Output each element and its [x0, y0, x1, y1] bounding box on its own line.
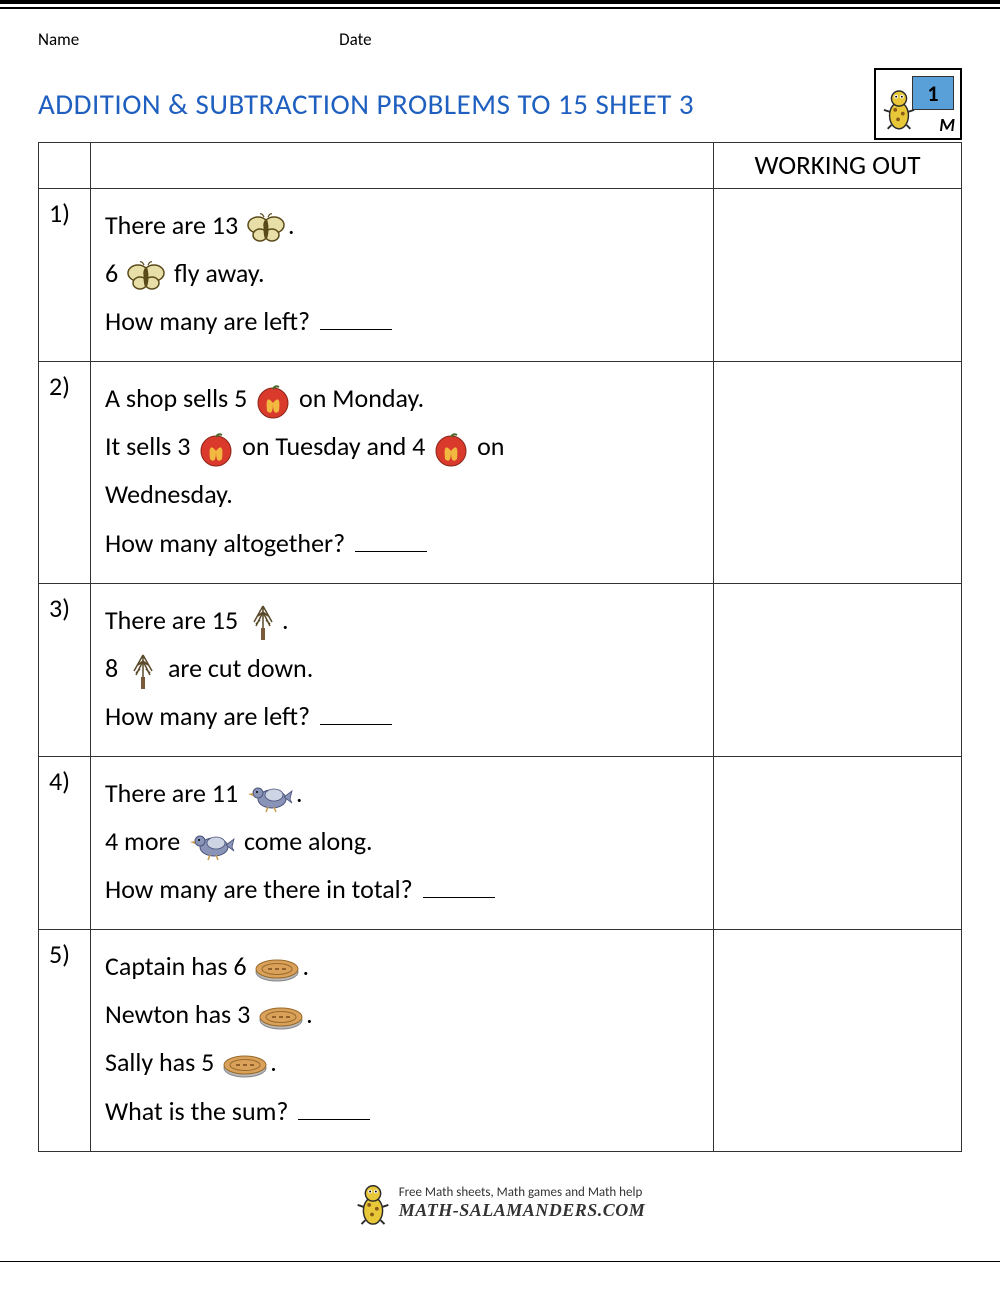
- answer-blank[interactable]: [423, 897, 495, 898]
- footer: Free Math sheets, Math games and Math he…: [0, 1162, 1000, 1261]
- problem-number: 1): [39, 189, 91, 362]
- footer-url: MATH-SALAMANDERS.COM: [399, 1200, 646, 1221]
- col-num-header: [39, 143, 91, 189]
- problem-text: There are 11 .4 more come along.How many…: [91, 756, 714, 929]
- problem-number: 2): [39, 362, 91, 583]
- apple-icon: [198, 431, 234, 467]
- salamander-icon: [355, 1180, 391, 1226]
- butterfly-icon: [126, 259, 166, 293]
- working-out-cell[interactable]: [714, 756, 962, 929]
- table-row: 4)There are 11 .4 more come along.How ma…: [39, 756, 962, 929]
- tree-icon: [246, 602, 280, 642]
- date-label: Date: [339, 29, 371, 50]
- problem-text: There are 13 .6 fly away.How many are le…: [91, 189, 714, 362]
- header-row: Name Date: [38, 29, 962, 50]
- problem-text: A shop sells 5 on Monday.It sells 3 on T…: [91, 362, 714, 583]
- working-out-cell[interactable]: [714, 362, 962, 583]
- page-title: ADDITION & SUBTRACTION PROBLEMS TO 15 SH…: [38, 86, 694, 122]
- answer-blank[interactable]: [355, 551, 427, 552]
- working-out-cell[interactable]: [714, 930, 962, 1151]
- table-row: 2)A shop sells 5 on Monday.It sells 3 on…: [39, 362, 962, 583]
- answer-blank[interactable]: [298, 1119, 370, 1120]
- logo-m-icon: M: [939, 114, 954, 136]
- problems-table: WORKING OUT 1)There are 13 .6 fly away.H…: [38, 142, 962, 1152]
- working-out-cell[interactable]: [714, 583, 962, 756]
- col-working-header: WORKING OUT: [714, 143, 962, 189]
- answer-blank[interactable]: [320, 724, 392, 725]
- table-row: 3)There are 15 .8 are cut down.How many …: [39, 583, 962, 756]
- apple-icon: [255, 383, 291, 419]
- footer-tagline: Free Math sheets, Math games and Math he…: [399, 1185, 646, 1200]
- coin-icon: [258, 1004, 304, 1030]
- problem-text: Captain has 6 .Newton has 3 .Sally has 5…: [91, 930, 714, 1151]
- problem-number: 3): [39, 583, 91, 756]
- col-problem-header: [91, 143, 714, 189]
- coin-icon: [222, 1052, 268, 1078]
- tree-icon: [126, 651, 160, 691]
- table-row: 5)Captain has 6 .Newton has 3 .Sally has…: [39, 930, 962, 1151]
- butterfly-icon: [246, 211, 286, 245]
- bird-icon: [188, 827, 236, 861]
- coin-icon: [254, 956, 300, 982]
- table-row: 1)There are 13 .6 fly away.How many are …: [39, 189, 962, 362]
- bird-icon: [246, 779, 294, 813]
- problem-number: 4): [39, 756, 91, 929]
- working-out-cell[interactable]: [714, 189, 962, 362]
- apple-icon: [433, 431, 469, 467]
- salamander-icon: [882, 84, 916, 132]
- problem-number: 5): [39, 930, 91, 1151]
- answer-blank[interactable]: [320, 329, 392, 330]
- grade-badge: 1: [912, 76, 954, 110]
- grade-logo: 1 M: [874, 68, 962, 140]
- name-label: Name: [38, 29, 79, 50]
- worksheet-page: Name Date ADDITION & SUBTRACTION PROBLEM…: [0, 0, 1000, 1262]
- problem-text: There are 15 .8 are cut down.How many ar…: [91, 583, 714, 756]
